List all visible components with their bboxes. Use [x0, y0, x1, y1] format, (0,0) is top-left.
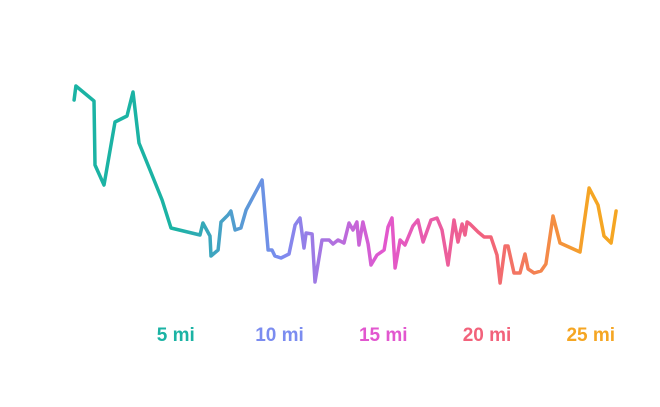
- pace-line: [72, 84, 618, 285]
- x-tick-label: 10 mi: [255, 325, 304, 346]
- x-tick-label: 15 mi: [359, 325, 408, 346]
- x-tick-label: 5 mi: [157, 325, 195, 346]
- x-tick-label: 25 mi: [566, 325, 615, 346]
- x-tick-label: 20 mi: [463, 325, 512, 346]
